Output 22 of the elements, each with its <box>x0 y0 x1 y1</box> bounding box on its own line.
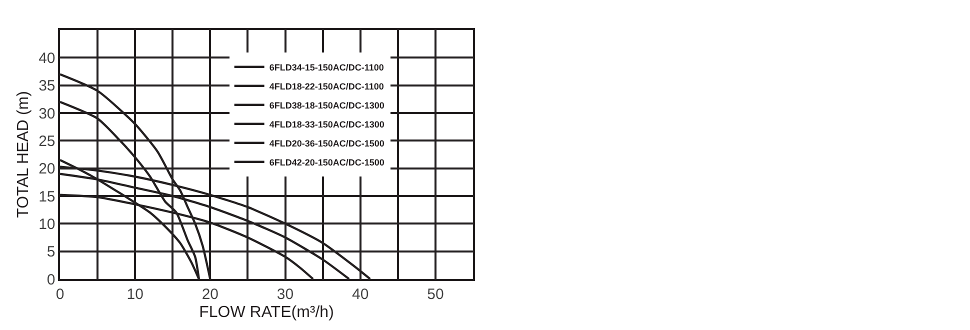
legend-label: 6FLD34-15-150AC/DC-1100 <box>269 62 384 72</box>
x-tick-label: 10 <box>126 286 144 303</box>
y-tick-label: 15 <box>38 188 56 206</box>
legend-label: 6FLD38-18-150AC/DC-1300 <box>269 100 384 110</box>
y-axis-title: TOTAL HEAD (m) <box>14 91 32 218</box>
x-tick-label: 20 <box>202 286 219 303</box>
x-tick-label: 50 <box>427 286 444 303</box>
y-tick-label: 30 <box>38 105 56 122</box>
legend-label: 4FLD18-33-150AC/DC-1300 <box>269 119 384 130</box>
y-tick-label: 5 <box>46 244 56 261</box>
x-tick-label: 40 <box>352 286 369 303</box>
legend-label: 4FLD18-22-150AC/DC-1100 <box>269 81 384 92</box>
x-axis-title: FLOW RATE(m³/h) <box>199 304 334 321</box>
y-tick-label: 40 <box>38 50 56 67</box>
legend-label: 6FLD42-20-150AC/DC-1500 <box>269 157 384 168</box>
y-tick-label: 10 <box>38 216 56 233</box>
y-tick-label: 35 <box>38 78 56 95</box>
x-tick-label: 30 <box>276 286 294 303</box>
y-tick-label: 20 <box>38 160 56 178</box>
legend-label: 4FLD20-36-150AC/DC-1500 <box>269 138 384 148</box>
y-tick-label: 0 <box>46 271 56 288</box>
y-tick-label: 25 <box>38 132 56 150</box>
